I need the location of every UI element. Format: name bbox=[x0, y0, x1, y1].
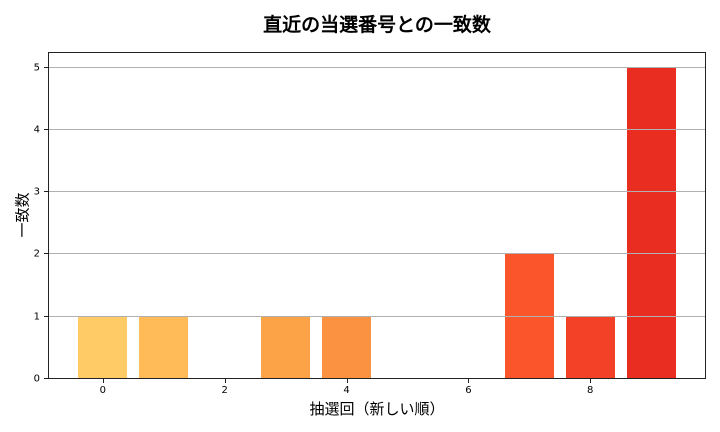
x-tick-mark bbox=[346, 379, 348, 383]
bar-8 bbox=[565, 316, 615, 378]
y-tick-mark bbox=[44, 378, 48, 379]
gridline bbox=[49, 315, 705, 317]
y-tick-mark bbox=[44, 315, 48, 317]
x-tick-mark bbox=[224, 379, 226, 383]
y-tick-label: 2 bbox=[33, 248, 40, 260]
x-tick-label: 2 bbox=[221, 385, 228, 396]
x-axis-label: 抽選回（新しい順） bbox=[309, 400, 445, 418]
chart-title: 直近の当選番号との一致数 bbox=[263, 14, 491, 36]
bar-9 bbox=[626, 67, 676, 378]
y-tick-label: 1 bbox=[33, 311, 40, 323]
y-tick-label: 0 bbox=[33, 373, 40, 385]
bar-0 bbox=[78, 316, 128, 378]
y-tick-label: 3 bbox=[33, 186, 40, 198]
y-tick-mark bbox=[44, 191, 48, 193]
x-tick-label: 8 bbox=[587, 385, 594, 396]
plot-area bbox=[48, 52, 706, 379]
y-tick-mark bbox=[44, 66, 48, 68]
gridline bbox=[49, 191, 705, 193]
bar-1 bbox=[139, 316, 189, 378]
gridline bbox=[49, 66, 705, 68]
x-tick-mark bbox=[590, 379, 592, 383]
x-tick-mark bbox=[102, 379, 104, 383]
x-tick-label: 6 bbox=[465, 385, 472, 396]
y-tick-mark bbox=[44, 253, 48, 255]
gridline bbox=[49, 253, 705, 255]
x-tick-label: 4 bbox=[343, 385, 350, 396]
x-tick-mark bbox=[468, 379, 470, 383]
gridline bbox=[49, 128, 705, 130]
bar-4 bbox=[322, 316, 371, 378]
y-tick-label: 5 bbox=[33, 62, 40, 74]
bar-3 bbox=[261, 316, 310, 378]
y-tick-label: 4 bbox=[33, 124, 40, 136]
x-tick-label: 0 bbox=[99, 385, 107, 396]
y-tick-mark bbox=[44, 128, 48, 130]
y-axis-label: 一致数 bbox=[13, 192, 32, 238]
